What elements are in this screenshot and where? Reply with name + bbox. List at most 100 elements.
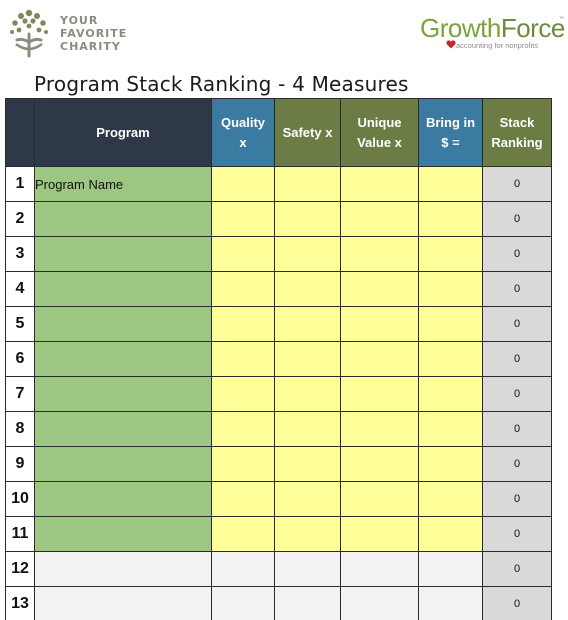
- unique-value-cell[interactable]: [340, 376, 419, 412]
- safety-cell[interactable]: [274, 586, 341, 620]
- program-cell[interactable]: [34, 306, 212, 342]
- safety-cell[interactable]: [274, 201, 341, 237]
- quality-cell[interactable]: [211, 341, 275, 377]
- unique-value-cell[interactable]: [340, 341, 419, 377]
- quality-cell[interactable]: [211, 236, 275, 272]
- stack-ranking-cell: 0: [482, 411, 552, 447]
- stack-ranking-cell: 0: [482, 481, 552, 517]
- quality-cell[interactable]: [211, 306, 275, 342]
- quality-cell[interactable]: [211, 166, 275, 202]
- safety-cell[interactable]: [274, 341, 341, 377]
- bring-in-cell[interactable]: [418, 551, 483, 587]
- unique-value-cell[interactable]: [340, 551, 419, 587]
- program-cell[interactable]: Program Name: [34, 166, 212, 202]
- unique-value-cell[interactable]: [340, 516, 419, 552]
- heart-icon: [446, 40, 456, 49]
- table-row: 11 0: [5, 516, 552, 552]
- unique-value-cell[interactable]: [340, 586, 419, 620]
- bring-in-cell[interactable]: [418, 166, 483, 202]
- bring-in-cell[interactable]: [418, 271, 483, 307]
- charity-logo: YOUR FAVORITE CHARITY: [8, 6, 158, 62]
- unique-value-cell[interactable]: [340, 446, 419, 482]
- unique-value-cell[interactable]: [340, 306, 419, 342]
- stack-ranking-cell: 0: [482, 376, 552, 412]
- row-number: 7: [5, 376, 35, 412]
- bring-in-cell[interactable]: [418, 481, 483, 517]
- quality-cell[interactable]: [211, 481, 275, 517]
- stack-ranking-cell: 0: [482, 446, 552, 482]
- stack-ranking-cell: 0: [482, 306, 552, 342]
- quality-cell[interactable]: [211, 446, 275, 482]
- corner-cell: [5, 98, 35, 167]
- bring-in-cell[interactable]: [418, 516, 483, 552]
- program-cell[interactable]: [34, 551, 212, 587]
- row-number: 6: [5, 341, 35, 377]
- bring-in-cell[interactable]: [418, 201, 483, 237]
- unique-value-cell[interactable]: [340, 236, 419, 272]
- row-number: 12: [5, 551, 35, 587]
- row-number: 11: [5, 516, 35, 552]
- unique-value-cell[interactable]: [340, 271, 419, 307]
- stack-ranking-cell: 0: [482, 586, 552, 620]
- column-header-safety[interactable]: Safety x: [274, 98, 341, 167]
- program-cell[interactable]: [34, 341, 212, 377]
- bring-in-cell[interactable]: [418, 306, 483, 342]
- quality-cell[interactable]: [211, 551, 275, 587]
- safety-cell[interactable]: [274, 446, 341, 482]
- quality-cell[interactable]: [211, 586, 275, 620]
- charity-name: YOUR FAVORITE CHARITY: [60, 14, 128, 53]
- program-cell[interactable]: [34, 411, 212, 447]
- unique-value-cell[interactable]: [340, 411, 419, 447]
- quality-cell[interactable]: [211, 201, 275, 237]
- row-number: 1: [5, 166, 35, 202]
- quality-cell[interactable]: [211, 411, 275, 447]
- bring-in-cell[interactable]: [418, 586, 483, 620]
- safety-cell[interactable]: [274, 551, 341, 587]
- stack-ranking-cell: 0: [482, 201, 552, 237]
- unique-value-cell[interactable]: [340, 201, 419, 237]
- safety-cell[interactable]: [274, 376, 341, 412]
- safety-cell[interactable]: [274, 236, 341, 272]
- unique-value-cell[interactable]: [340, 166, 419, 202]
- safety-cell[interactable]: [274, 271, 341, 307]
- program-cell[interactable]: [34, 201, 212, 237]
- column-header-program[interactable]: Program: [34, 98, 212, 167]
- program-cell[interactable]: [34, 481, 212, 517]
- bring-in-cell[interactable]: [418, 341, 483, 377]
- stack-ranking-cell: 0: [482, 166, 552, 202]
- column-header-unique-value[interactable]: Unique Value x: [340, 98, 419, 167]
- quality-cell[interactable]: [211, 516, 275, 552]
- column-header-quality[interactable]: Quality x: [211, 98, 275, 167]
- safety-cell[interactable]: [274, 306, 341, 342]
- quality-cell[interactable]: [211, 376, 275, 412]
- program-cell[interactable]: [34, 236, 212, 272]
- brand-name: GrowthForce: [420, 13, 565, 43]
- tree-icon: [10, 9, 48, 58]
- unique-value-cell[interactable]: [340, 481, 419, 517]
- row-number: 4: [5, 271, 35, 307]
- bring-in-cell[interactable]: [418, 411, 483, 447]
- bring-in-cell[interactable]: [418, 446, 483, 482]
- bring-in-cell[interactable]: [418, 236, 483, 272]
- quality-cell[interactable]: [211, 271, 275, 307]
- safety-cell[interactable]: [274, 481, 341, 517]
- program-cell[interactable]: [34, 586, 212, 620]
- row-number: 8: [5, 411, 35, 447]
- table-row: 13 0: [5, 586, 552, 620]
- program-cell[interactable]: [34, 271, 212, 307]
- bring-in-cell[interactable]: [418, 376, 483, 412]
- row-number: 10: [5, 481, 35, 517]
- row-number: 2: [5, 201, 35, 237]
- column-header-bring-in[interactable]: Bring in $ =: [418, 98, 483, 167]
- program-cell[interactable]: [34, 516, 212, 552]
- column-header-stack-ranking[interactable]: Stack Ranking: [482, 98, 552, 167]
- stack-ranking-cell: 0: [482, 516, 552, 552]
- program-cell[interactable]: [34, 446, 212, 482]
- safety-cell[interactable]: [274, 516, 341, 552]
- stack-ranking-cell: 0: [482, 236, 552, 272]
- row-number: 3: [5, 236, 35, 272]
- program-cell[interactable]: [34, 376, 212, 412]
- safety-cell[interactable]: [274, 166, 341, 202]
- safety-cell[interactable]: [274, 411, 341, 447]
